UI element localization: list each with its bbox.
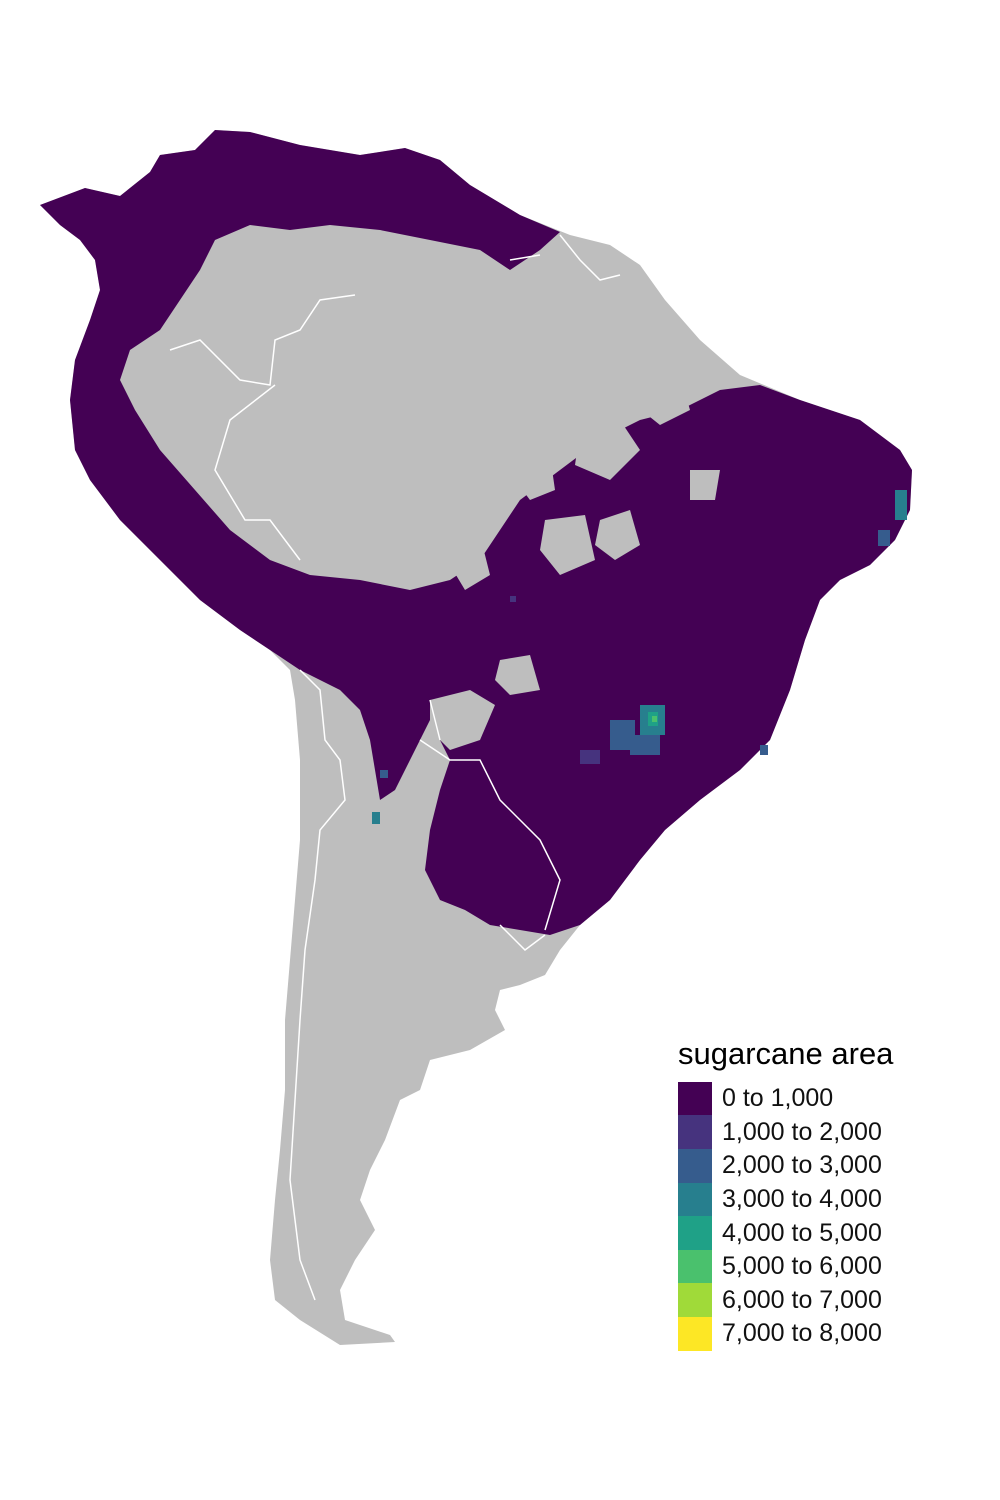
legend-label: 5,000 to 6,000	[722, 1252, 882, 1281]
legend-title: sugarcane area	[678, 1036, 894, 1071]
legend-label: 4,000 to 5,000	[722, 1218, 882, 1247]
raster-higher-classes	[372, 490, 907, 824]
legend-label: 3,000 to 4,000	[722, 1185, 882, 1214]
legend-label: 1,000 to 2,000	[722, 1117, 882, 1146]
legend-item: 4,000 to 5,000	[678, 1216, 978, 1251]
legend-swatch	[678, 1316, 712, 1351]
legend-item: 3,000 to 4,000	[678, 1182, 978, 1217]
legend-swatch	[678, 1283, 712, 1318]
legend-item: 1,000 to 2,000	[678, 1115, 978, 1150]
legend-swatch	[678, 1115, 712, 1150]
legend-swatch	[678, 1182, 712, 1217]
legend-swatch	[678, 1249, 712, 1284]
legend-swatch	[678, 1216, 712, 1251]
legend-swatch	[678, 1148, 712, 1183]
raster-class-0	[40, 130, 912, 935]
legend-item: 5,000 to 6,000	[678, 1249, 978, 1284]
legend-item: 7,000 to 8,000	[678, 1316, 978, 1351]
legend-label: 0 to 1,000	[722, 1084, 834, 1113]
legend-swatch	[678, 1081, 712, 1116]
country-borders	[169, 234, 621, 1301]
legend-label: 2,000 to 3,000	[722, 1151, 882, 1180]
raster-gaps	[170, 235, 720, 750]
legend-item: 6,000 to 7,000	[678, 1283, 978, 1318]
legend-label: 6,000 to 7,000	[722, 1285, 882, 1314]
legend-label: 7,000 to 8,000	[722, 1319, 882, 1348]
legend-items: 0 to 1,000 1,000 to 2,000 2,000 to 3,000 3,…	[678, 1081, 978, 1351]
legend-item: 0 to 1,000	[678, 1081, 978, 1116]
legend-item: 2,000 to 3,000	[678, 1148, 978, 1183]
legend: sugarcane area 0 to 1,000 1,000 to 2,000 2…	[678, 1034, 978, 1351]
